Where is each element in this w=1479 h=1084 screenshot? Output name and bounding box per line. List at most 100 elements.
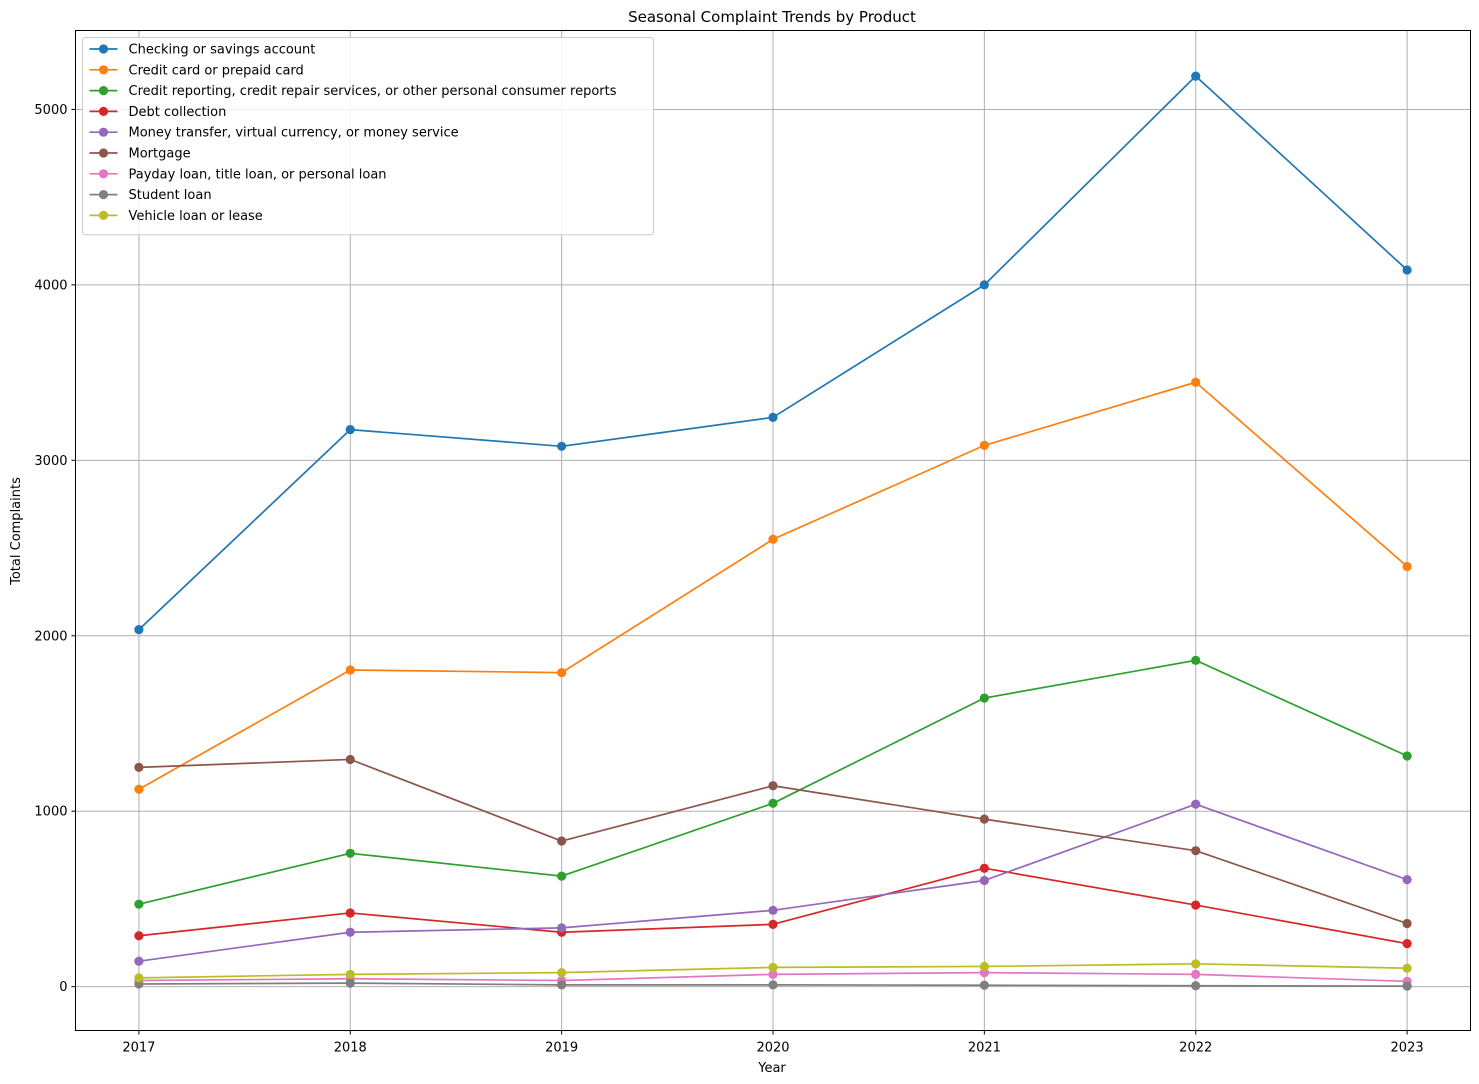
legend-label: Checking or savings account [129, 43, 316, 58]
y-tick-label: 3000 [34, 454, 67, 469]
data-point [979, 280, 989, 290]
data-point [1402, 939, 1412, 949]
data-point [1191, 846, 1201, 856]
y-tick-label: 1000 [34, 805, 67, 820]
x-tick-label: 2021 [968, 1041, 1001, 1056]
data-point [1191, 900, 1201, 910]
y-tick-label: 2000 [34, 629, 67, 644]
data-point [979, 693, 989, 703]
data-point [1191, 71, 1201, 81]
data-point [557, 441, 567, 451]
legend-swatch-marker [98, 169, 109, 179]
series-4 [134, 863, 1412, 949]
x-tick-label: 2018 [334, 1041, 367, 1056]
data-point [979, 875, 989, 886]
data-point [345, 425, 355, 435]
series-5 [134, 799, 1412, 966]
data-point [768, 980, 778, 990]
x-tick-label: 2022 [1179, 1041, 1212, 1056]
data-point [1191, 799, 1201, 809]
data-point [134, 931, 144, 941]
data-point [1402, 265, 1412, 275]
legend-label: Mortgage [129, 147, 191, 162]
data-point [979, 814, 989, 824]
data-point [1191, 377, 1201, 387]
chart-title: Seasonal Complaint Trends by Product [628, 8, 916, 26]
data-point [557, 836, 567, 846]
data-point [979, 980, 989, 990]
legend-label: Vehicle loan or lease [129, 209, 263, 224]
data-point [1402, 918, 1412, 929]
series-3 [134, 655, 1412, 909]
data-point [768, 962, 778, 972]
legend-swatch-marker [98, 44, 109, 54]
legend-label: Money transfer, virtual currency, or mon… [129, 126, 459, 141]
data-point [134, 784, 144, 794]
legend-item: Checking or savings account [89, 43, 316, 58]
data-point [557, 871, 567, 881]
legend-swatch-marker [98, 65, 109, 75]
series-2 [134, 377, 1412, 794]
y-axis-label: Total Complaints [9, 477, 24, 586]
legend-item: Vehicle loan or lease [89, 209, 263, 224]
series-6 [134, 754, 1412, 929]
data-point [768, 919, 778, 929]
data-point [768, 798, 778, 808]
data-point [134, 973, 144, 983]
legend-item: Debt collection [89, 105, 227, 120]
x-tick-label: 2020 [756, 1041, 789, 1056]
data-point [345, 978, 355, 988]
data-point [768, 905, 778, 915]
legend-swatch-marker [98, 86, 109, 96]
data-point [1402, 561, 1412, 572]
x-tick-label: 2019 [545, 1041, 578, 1056]
data-point [1191, 969, 1201, 979]
data-point [345, 908, 355, 918]
legend-swatch-marker [98, 148, 109, 158]
legend-item: Student loan [89, 188, 212, 203]
data-point [768, 781, 778, 791]
legend-item: Money transfer, virtual currency, or mon… [89, 126, 459, 141]
data-point [345, 665, 355, 675]
data-point [557, 968, 567, 978]
series-layer [134, 71, 1412, 991]
data-point [134, 625, 144, 635]
legend-label: Student loan [129, 188, 212, 203]
legend-item: Credit card or prepaid card [89, 63, 304, 78]
legend-item: Mortgage [89, 147, 191, 162]
legend-item: Credit reporting, credit repair services… [89, 84, 617, 99]
data-point [345, 754, 355, 765]
data-point [557, 923, 567, 933]
legend-swatch-marker [98, 127, 109, 137]
data-point [134, 762, 144, 772]
data-point [345, 969, 355, 979]
series-8 [134, 978, 1412, 991]
x-axis-label: Year [757, 1061, 786, 1076]
data-point [345, 927, 355, 937]
legend-item: Payday loan, title loan, or personal loa… [89, 167, 387, 182]
data-point [979, 863, 989, 873]
y-tick-label: 0 [59, 980, 67, 995]
data-point [1191, 981, 1201, 991]
data-point [768, 534, 778, 544]
legend-label: Credit card or prepaid card [129, 63, 304, 78]
axis-ticks: 2017 2018 2019 2020 2021 2022 2023 0 1000 2000 300… [34, 103, 1423, 1056]
legend-swatch-marker [98, 190, 109, 200]
y-tick-label: 5000 [34, 103, 67, 118]
legend-swatch-marker [98, 106, 109, 116]
data-point [768, 412, 778, 422]
data-point [1402, 875, 1412, 885]
data-point [768, 969, 778, 979]
legend-label: Debt collection [129, 105, 227, 120]
data-point [345, 848, 355, 858]
y-tick-label: 4000 [34, 278, 67, 293]
legend: Checking or savings account Credit card o… [82, 37, 654, 236]
x-tick-label: 2023 [1391, 1041, 1424, 1056]
data-point [134, 956, 144, 966]
legend-swatch-marker [98, 210, 109, 220]
legend-label: Credit reporting, credit repair services… [129, 84, 617, 99]
data-point [557, 980, 567, 990]
data-point [1191, 655, 1201, 665]
data-point [1191, 959, 1201, 969]
